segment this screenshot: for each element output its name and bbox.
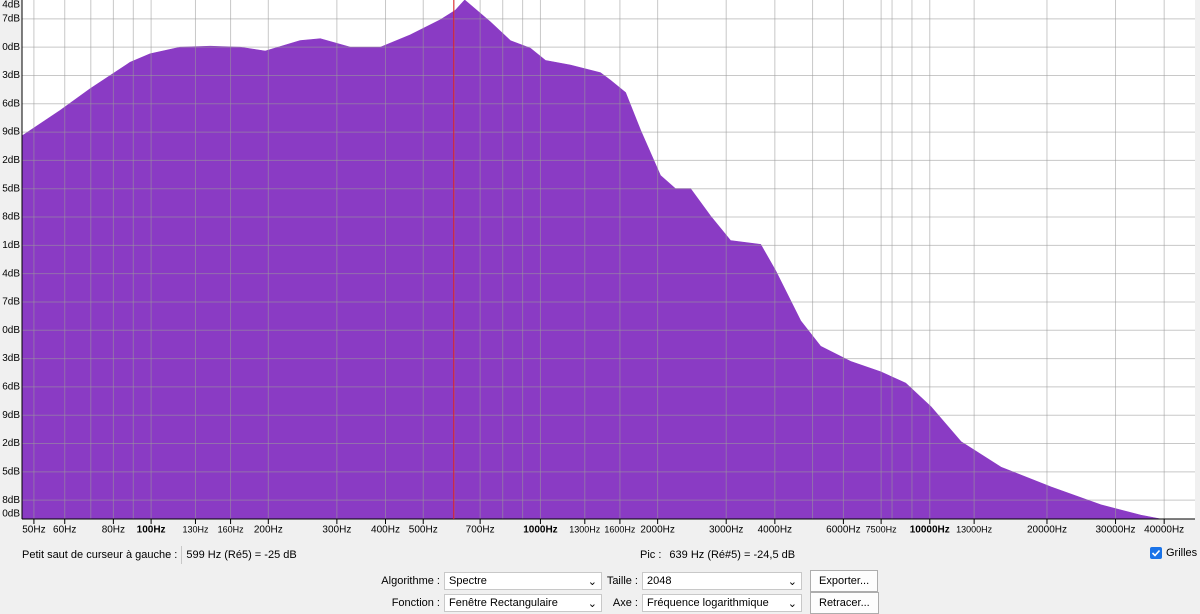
axis-label: Axe :	[612, 597, 638, 609]
x-tick-label: 100Hz	[137, 525, 166, 536]
status-cursor: Petit saut de curseur à gauche : 599 Hz …	[22, 546, 301, 564]
x-tick-label: 6000Hz	[826, 525, 860, 536]
y-tick-label: 8dB	[2, 495, 20, 506]
y-tick-label: 2dB	[2, 438, 20, 449]
cursor-value: 599 Hz (Ré5) = -25 dB	[181, 546, 300, 564]
x-tick-label: 50Hz	[22, 525, 45, 536]
y-tick-label: 4dB	[2, 0, 20, 11]
x-tick-label: 60Hz	[53, 525, 76, 536]
y-tick-label: 0dB	[2, 325, 20, 336]
export-button[interactable]: Exporter...	[810, 570, 879, 592]
size-select[interactable]: 2048 ⌄	[642, 572, 802, 590]
x-tick-label: 400Hz	[371, 525, 400, 536]
x-tick-label: 13000Hz	[956, 524, 993, 534]
y-tick-label: 0dB	[2, 42, 20, 53]
y-tick-label: 0dB	[2, 509, 20, 520]
function-select[interactable]: Fenêtre Rectangulaire ⌄	[444, 594, 602, 612]
size-value: 2048	[647, 575, 672, 587]
y-tick-label: 2dB	[2, 155, 20, 166]
x-tick-label: 300Hz	[322, 525, 351, 536]
peak-freq: 639	[669, 549, 688, 561]
x-tick-label: 20000Hz	[1027, 525, 1067, 536]
function-value: Fenêtre Rectangulaire	[449, 597, 558, 609]
status-peak: Pic : 639 Hz (Ré#5) = -24,5 dB	[640, 546, 799, 564]
redraw-button[interactable]: Retracer...	[810, 592, 879, 614]
y-tick-label: 3dB	[2, 70, 20, 81]
export-label: Exporter...	[819, 575, 870, 587]
y-tick-label: 8dB	[2, 212, 20, 223]
x-tick-label: 200Hz	[254, 525, 283, 536]
peak-note: Hz (Ré#5) = -24,5 dB	[690, 549, 796, 561]
cursor-note: Hz (Ré5) = -25 dB	[207, 549, 297, 561]
x-tick-label: 700Hz	[466, 525, 495, 536]
axis-select[interactable]: Fréquence logarithmique ⌄	[642, 594, 802, 612]
x-tick-label: 10000Hz	[910, 525, 950, 536]
cursor-label: Petit saut de curseur à gauche :	[22, 549, 178, 561]
redraw-label: Retracer...	[819, 597, 870, 609]
y-tick-label: 5dB	[2, 466, 20, 477]
x-tick-label: 1300Hz	[569, 524, 601, 534]
x-tick-label: 130Hz	[182, 524, 209, 534]
algorithm-label: Algorithme :	[381, 575, 440, 587]
y-tick-label: 1dB	[2, 240, 20, 251]
algorithm-select[interactable]: Spectre ⌄	[444, 572, 602, 590]
peak-label: Pic :	[640, 549, 662, 561]
algorithm-value: Spectre	[449, 575, 487, 587]
x-tick-label: 7500Hz	[866, 524, 898, 534]
x-tick-label: 2000Hz	[640, 525, 674, 536]
x-tick-label: 500Hz	[409, 525, 438, 536]
y-tick-label: 9dB	[2, 127, 20, 138]
y-tick-label: 4dB	[2, 268, 20, 279]
y-tick-label: 7dB	[2, 14, 20, 25]
y-tick-label: 6dB	[2, 382, 20, 393]
y-tick-label: 5dB	[2, 183, 20, 194]
grid-toggle[interactable]: Grilles	[1150, 547, 1197, 559]
x-tick-label: 4000Hz	[758, 525, 792, 536]
x-tick-label: 30000Hz	[1096, 525, 1136, 536]
size-label: Taille :	[606, 575, 638, 587]
y-tick-label: 6dB	[2, 98, 20, 109]
y-tick-label: 3dB	[2, 353, 20, 364]
x-tick-label: 3000Hz	[709, 525, 743, 536]
y-tick-label: 9dB	[2, 410, 20, 421]
spectrum-chart: 4dB 7dB 0dB 3dB 6dB 9dB 2dB 5dB 8dB 1dB 4dB 7dB 0dB 3…	[2, 0, 1195, 536]
function-label: Fonction :	[391, 597, 440, 609]
algorithm-row: Algorithme : Spectre ⌄ Taille : 2048 ⌄ Exp…	[360, 570, 879, 592]
x-tick-label: 80Hz	[102, 525, 125, 536]
y-tick-label: 7dB	[2, 297, 20, 308]
x-tick-label: 1000Hz	[523, 525, 557, 536]
x-tick-label: 40000Hz	[1144, 525, 1184, 536]
grid-checkbox[interactable]	[1150, 547, 1162, 559]
x-tick-label: 160Hz	[218, 524, 245, 534]
peak-value: 639 Hz (Ré#5) = -24,5 dB	[665, 546, 799, 564]
x-tick-label: 1600Hz	[604, 524, 636, 534]
grid-label: Grilles	[1166, 547, 1198, 559]
function-row: Fonction : Fenêtre Rectangulaire ⌄ Axe : …	[360, 592, 879, 614]
cursor-freq: 599	[186, 549, 205, 561]
axis-value: Fréquence logarithmique	[647, 597, 769, 609]
